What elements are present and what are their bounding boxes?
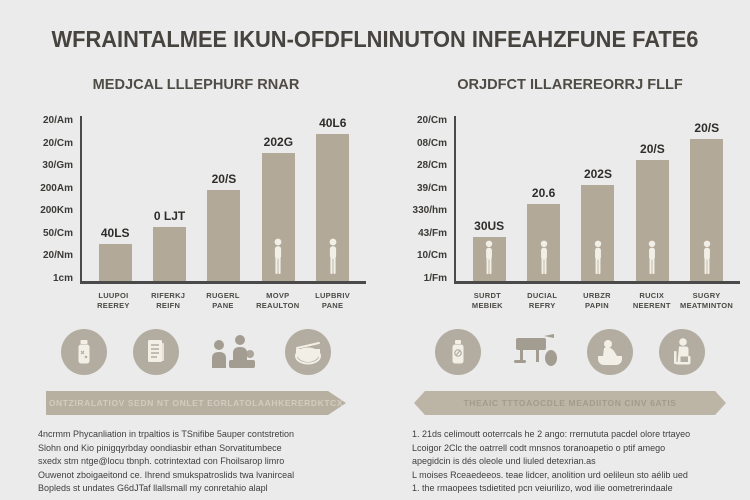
y-tick: 28/Cm bbox=[416, 160, 447, 172]
right-ribbon-banner: THEAIC TTTOAOCDLE MEADIITON CINV 6ATIS bbox=[414, 391, 726, 415]
y-tick: 30/Gm bbox=[42, 160, 73, 172]
left-bar-chart: 20/Am 20/Cm 30/Gm 200Am 200Km 50/Cm 20/N… bbox=[26, 116, 366, 284]
bar-value-label: 40L6 bbox=[319, 116, 347, 130]
bar bbox=[690, 139, 724, 281]
x-category: DUCIAL REFRY bbox=[527, 291, 558, 310]
right-chart-title: ORJDFCT ILLAREREORRJ FLLF bbox=[457, 76, 683, 93]
bar-value-label: 202G bbox=[263, 135, 294, 149]
bar-value-label: 20/S bbox=[694, 121, 720, 135]
person-icon bbox=[485, 240, 493, 275]
left-panel: MEDJCAL LLLEPHURF RNAR 20/Am 20/Cm 30/Gm… bbox=[26, 76, 366, 496]
x-category: MOVP REAULTON bbox=[256, 291, 300, 310]
bassinet-icon bbox=[285, 329, 331, 375]
bar-group: 40LS bbox=[98, 116, 132, 281]
bar-group: 20/S bbox=[690, 116, 724, 281]
person-icon bbox=[540, 240, 547, 275]
y-tick: 20/Cm bbox=[416, 115, 447, 126]
document-icon bbox=[133, 329, 179, 375]
left-ribbon-banner: ONTZIRALATIOV SEDN NT ONLET EORLATOLAAHK… bbox=[46, 391, 346, 415]
bar-value-label: 20.6 bbox=[531, 186, 556, 200]
y-tick: 20/Nm bbox=[42, 250, 73, 262]
y-tick: 1/Fm bbox=[423, 272, 447, 284]
person-icon bbox=[594, 240, 602, 275]
x-category: LUPBRIV PANE bbox=[315, 291, 351, 310]
right-y-axis: 20/Cm 08/Cm 28/Cm 39/Cm 330/hm 43/Fm 10/… bbox=[400, 116, 454, 284]
x-category: SURDT MEBIEK bbox=[471, 291, 503, 310]
bar-group: 202S bbox=[581, 116, 615, 281]
bar bbox=[635, 160, 669, 281]
bar bbox=[153, 227, 187, 281]
left-chart-title: MEDJCAL LLLEPHURF RNAR bbox=[92, 76, 300, 93]
y-tick: 20/Cm bbox=[42, 137, 73, 149]
bar-group: 0 LJT bbox=[153, 116, 187, 281]
bar-group: 202G bbox=[261, 116, 295, 281]
right-bar-chart: 20/Cm 08/Cm 28/Cm 39/Cm 330/hm 43/Fm 10/… bbox=[400, 116, 740, 284]
y-tick: 50/Cm bbox=[42, 227, 73, 239]
left-plot-area: 40LS 0 LJT 20/S 202G bbox=[80, 116, 366, 284]
left-x-axis-labels: LUUPOI REEREY RIFERKJ REIFN RUGERL PANE MOV… bbox=[80, 291, 366, 311]
bar-value-label: 0 LJT bbox=[153, 209, 186, 223]
y-tick: 43/Fm bbox=[418, 227, 447, 239]
people-consult-icon bbox=[205, 329, 259, 375]
y-tick: 200Km bbox=[40, 205, 73, 217]
page-title: WFRAINTALMEE IKUN-OFDFLNINUTON INFEAHZFU… bbox=[51, 26, 699, 52]
right-plot-area: 30US 20.6 202S 20/S bbox=[454, 116, 740, 284]
y-tick: 39/Cm bbox=[416, 182, 447, 194]
y-tick: 10/Cm bbox=[416, 250, 447, 262]
bar bbox=[207, 190, 241, 281]
right-x-axis-labels: SURDT MEBIEK DUCIAL REFRY URBZR PAPIN RUCIX… bbox=[454, 291, 740, 311]
x-category: URBZR PAPIN bbox=[583, 291, 611, 310]
x-category: LUUPOI REEREY bbox=[97, 291, 130, 310]
left-y-axis: 20/Am 20/Cm 30/Gm 200Am 200Km 50/Cm 20/N… bbox=[26, 116, 80, 284]
bar-group: 30US bbox=[472, 116, 506, 281]
projector-icon bbox=[507, 329, 561, 375]
bar-group: 20/S bbox=[207, 116, 241, 281]
person-icon bbox=[274, 238, 282, 274]
pill-bottle-icon bbox=[61, 329, 107, 375]
x-category: RUGERL PANE bbox=[206, 291, 240, 310]
right-ribbon-text: THEAIC TTTOAOCDLE MEADIITON CINV 6ATIS bbox=[463, 398, 677, 408]
bar-group: 20/S bbox=[635, 116, 669, 281]
bottle-icon bbox=[435, 329, 481, 375]
y-tick: 08/Cm bbox=[416, 137, 447, 149]
right-panel: ORJDFCT ILLAREREORRJ FLLF 20/Cm 08/Cm 28… bbox=[400, 76, 740, 496]
bar-value-label: 20/S bbox=[211, 172, 237, 186]
bar-value-label: 20/S bbox=[640, 142, 665, 156]
patient-chair-icon bbox=[659, 329, 705, 375]
bar-value-label: 202S bbox=[583, 167, 612, 181]
x-category: SUGRY MEATMINTON bbox=[680, 291, 734, 310]
bar bbox=[581, 185, 615, 281]
left-footnote: 4ncrmm Phycanliation in trpaltios is TSn… bbox=[38, 429, 295, 493]
x-category: RIFERKJ REIFN bbox=[151, 291, 186, 310]
bar-group: 20.6 bbox=[527, 116, 561, 281]
y-tick: 330/hm bbox=[412, 205, 447, 217]
person-icon bbox=[649, 240, 656, 275]
bar-value-label: 30US bbox=[474, 219, 505, 233]
y-tick: 1cm bbox=[52, 272, 73, 284]
right-icons-row bbox=[400, 328, 740, 376]
bar bbox=[316, 134, 350, 281]
x-category: RUCIX NEERENT bbox=[632, 291, 671, 310]
bar bbox=[527, 204, 561, 281]
bar bbox=[472, 237, 506, 281]
bar bbox=[261, 153, 295, 281]
y-tick: 200Am bbox=[40, 182, 73, 194]
y-tick: 20/Am bbox=[42, 115, 73, 126]
bar-value-label: 40LS bbox=[100, 226, 130, 240]
person-icon bbox=[703, 240, 710, 275]
bar bbox=[98, 244, 132, 281]
right-footnote: 1. 21ds celimoutt ooterrcals he 2 ango: … bbox=[412, 429, 691, 493]
bathtub-icon bbox=[587, 329, 633, 375]
person-icon bbox=[329, 238, 337, 274]
left-icons-row bbox=[26, 328, 366, 376]
left-ribbon-text: ONTZIRALATIOV SEDN NT ONLET EORLATOLAAHK… bbox=[48, 398, 344, 408]
bar-group: 40L6 bbox=[316, 116, 350, 281]
